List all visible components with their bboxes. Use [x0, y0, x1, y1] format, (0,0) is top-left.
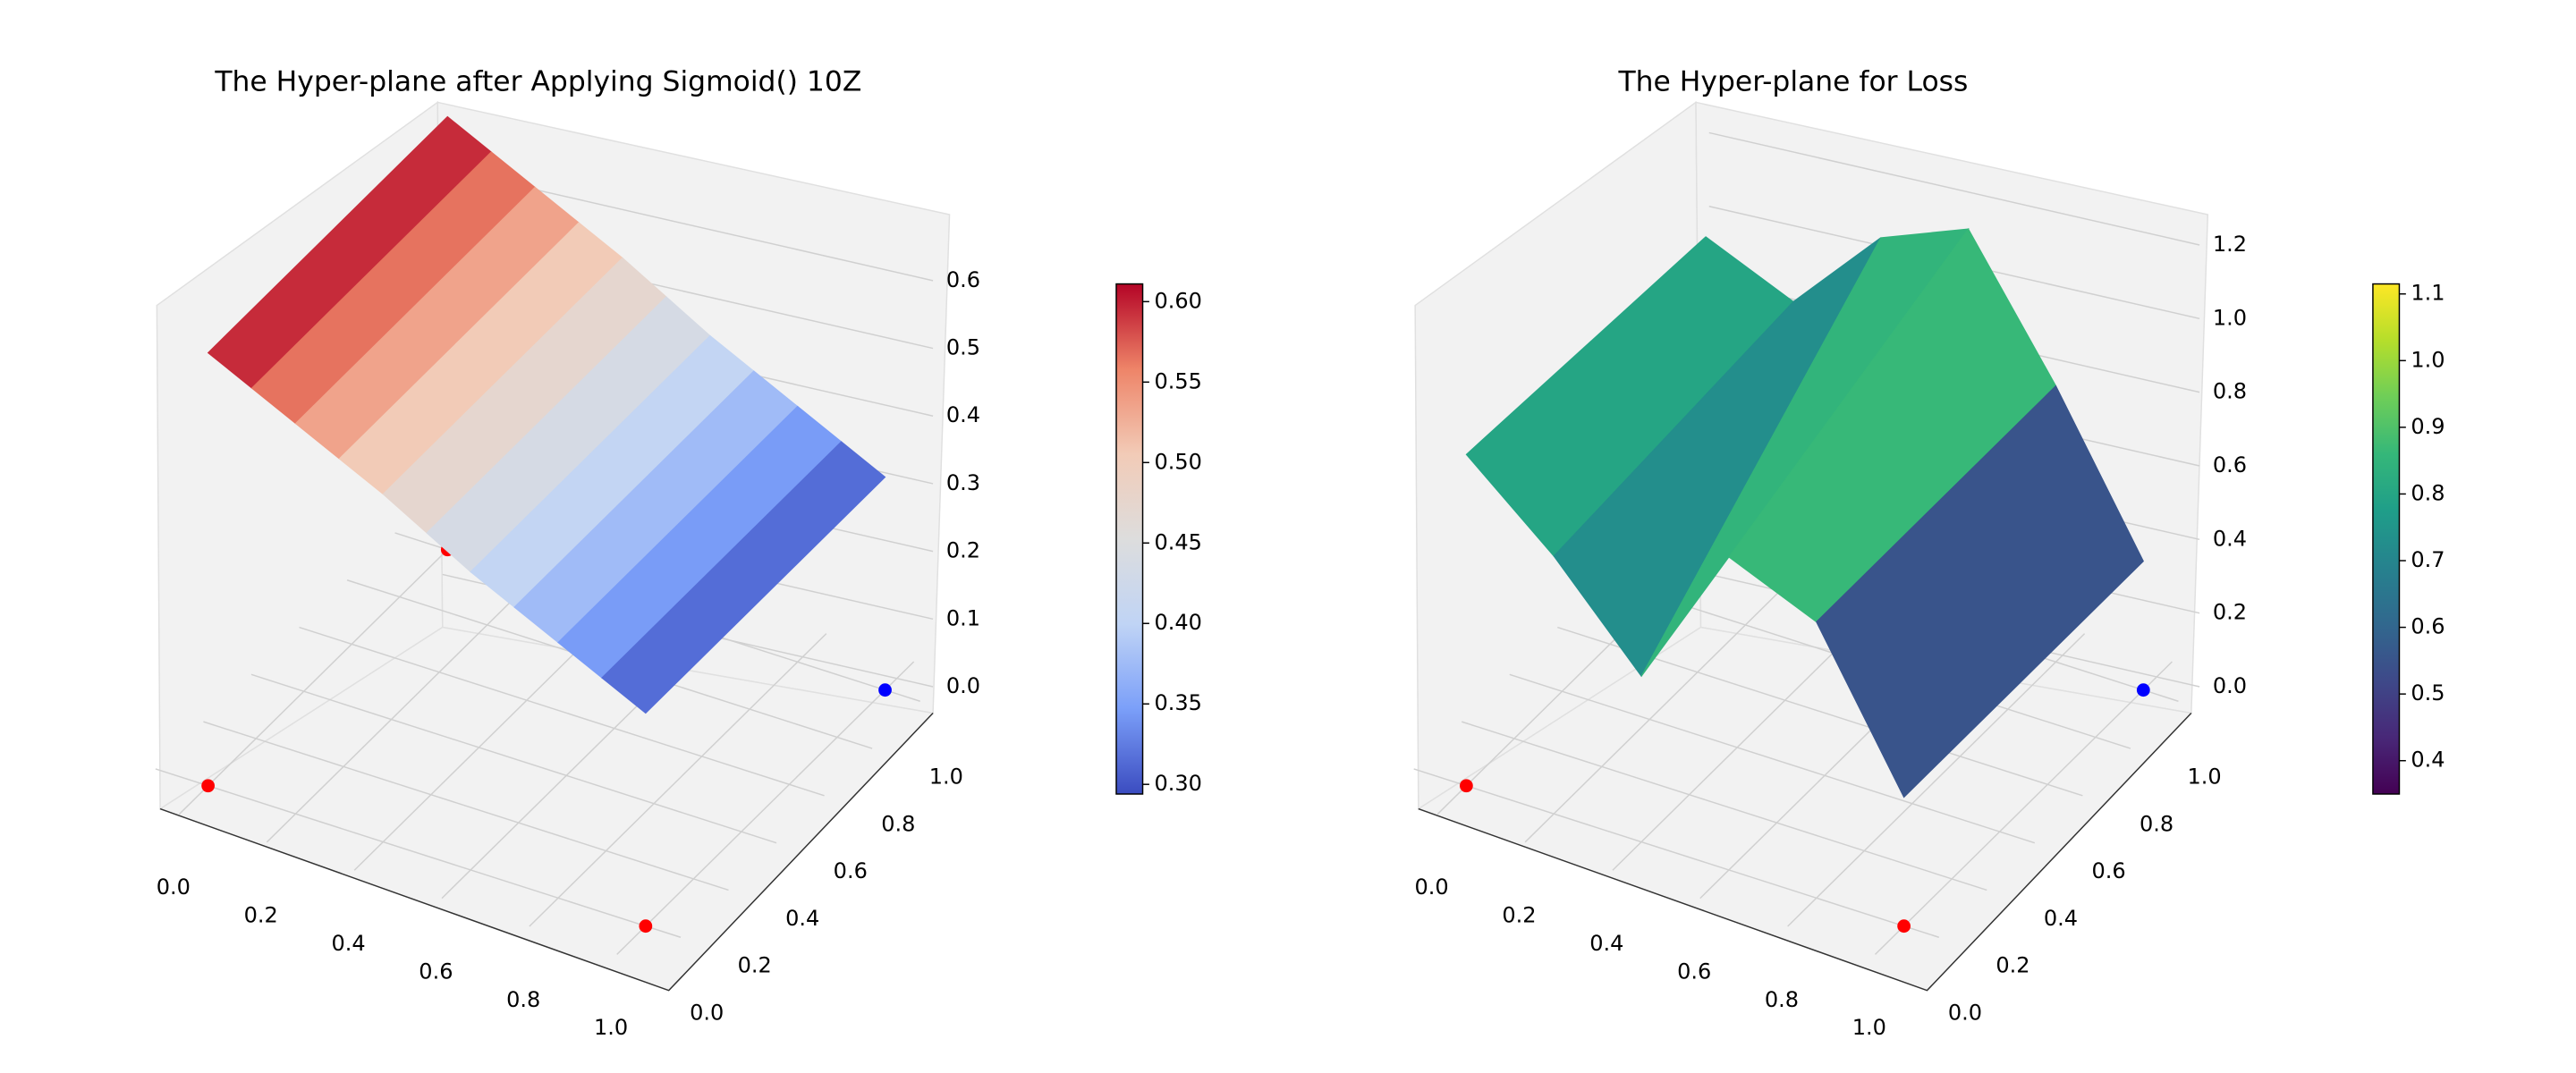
- grid-line: [529, 633, 827, 927]
- colorbar: [1115, 283, 1144, 795]
- panel: The Hyper-plane after Applying Sigmoid()…: [155, 65, 1202, 1040]
- z-tick-label: 0.1: [946, 605, 980, 630]
- scatter-point: [201, 779, 215, 793]
- y-tick-label: 0.0: [690, 1001, 724, 1026]
- colorbar-tick-label: 0.7: [2411, 547, 2445, 572]
- surface-face: [1816, 384, 2144, 798]
- scatter-point: [639, 919, 653, 934]
- y-tick-label: 0.8: [2140, 811, 2174, 836]
- y-tick-label: 0.0: [1948, 1001, 1982, 1026]
- grid-line: [299, 626, 825, 797]
- x-tick-label: 0.0: [157, 874, 191, 900]
- grid-line: [178, 520, 477, 815]
- x-tick-label: 0.2: [244, 903, 278, 928]
- x-tick-label: 0.8: [506, 987, 540, 1012]
- z-tick-label: 0.4: [946, 402, 980, 427]
- colorbar-tick-label: 0.35: [1154, 690, 1201, 715]
- z-tick-label: 1.0: [2213, 305, 2247, 330]
- z-tick-label: 0.0: [946, 673, 980, 698]
- colorbar-tick-label: 0.45: [1154, 529, 1201, 554]
- colorbar-tick-label: 0.40: [1154, 610, 1201, 635]
- y-tick-label: 0.8: [881, 811, 915, 836]
- x-tick-label: 1.0: [1852, 1015, 1886, 1040]
- z-tick-label: 0.3: [946, 470, 980, 495]
- z-tick-label: 0.2: [946, 538, 980, 563]
- grid-line: [1461, 721, 1987, 891]
- y-tick-label: 1.0: [929, 765, 963, 790]
- grid-line: [1413, 768, 1939, 938]
- scatter-point: [878, 683, 892, 697]
- y-tick-label: 0.6: [2091, 858, 2125, 883]
- y-tick-label: 1.0: [2188, 765, 2222, 790]
- colorbar-tick-label: 0.8: [2411, 480, 2445, 505]
- x-tick-label: 0.6: [1677, 959, 1711, 984]
- grid-line: [1708, 131, 2200, 246]
- grid-line: [1787, 633, 2086, 927]
- colorbar-tick-label: 0.55: [1154, 368, 1201, 393]
- z-tick-label: 0.4: [2213, 526, 2247, 551]
- colorbar-tick-label: 1.0: [2411, 347, 2445, 372]
- grid-line: [1524, 548, 1823, 843]
- scatter-point: [1460, 779, 1473, 793]
- z-tick-label: 1.2: [2213, 232, 2247, 257]
- colorbar-tick-label: 0.50: [1154, 449, 1201, 474]
- scatter-point: [1897, 919, 1911, 934]
- axis-line: [159, 713, 934, 992]
- y-tick-label: 0.2: [738, 953, 772, 978]
- x-tick-label: 0.4: [1589, 931, 1623, 956]
- chart-title: The Hyper-plane after Applying Sigmoid()…: [214, 65, 861, 97]
- y-tick-label: 0.4: [2044, 906, 2078, 931]
- grid-line: [155, 768, 682, 938]
- y-tick-label: 0.6: [834, 858, 868, 883]
- surface-face: [601, 441, 886, 714]
- colorbar-tick-label: 0.5: [2411, 680, 2445, 705]
- grid-line: [1874, 661, 2173, 955]
- x-tick-label: 0.6: [419, 959, 453, 984]
- z-tick-label: 0.5: [946, 335, 980, 360]
- scatter-point: [2136, 683, 2150, 697]
- colorbar-tick-label: 0.4: [2411, 748, 2445, 773]
- z-tick-label: 0.6: [2213, 452, 2247, 477]
- x-tick-label: 1.0: [594, 1015, 628, 1040]
- colorbar-tick-label: 0.6: [2411, 614, 2445, 639]
- x-tick-label: 0.4: [331, 931, 365, 956]
- y-tick-label: 0.2: [1996, 953, 2029, 978]
- x-tick-label: 0.2: [1502, 903, 1536, 928]
- panel: The Hyper-plane for Loss 0.0 0.2 0.4 0.6 0.8…: [1413, 65, 2445, 1040]
- y-tick-label: 0.4: [785, 906, 819, 931]
- colorbar-tick-label: 0.30: [1154, 771, 1201, 796]
- grid-line: [203, 721, 729, 891]
- chart-title: The Hyper-plane for Loss: [1617, 65, 1968, 97]
- colorbar-tick-label: 0.60: [1154, 288, 1201, 313]
- x-tick-label: 0.8: [1765, 987, 1799, 1012]
- x-tick-label: 0.0: [1415, 874, 1449, 900]
- z-tick-label: 0.6: [946, 267, 980, 292]
- grid-line: [250, 673, 777, 844]
- grid-line: [616, 661, 915, 955]
- z-tick-label: 0.0: [2213, 673, 2247, 698]
- colorbar: [2372, 283, 2401, 795]
- z-tick-label: 0.2: [2213, 600, 2247, 625]
- grid-line: [1509, 673, 2036, 844]
- axis-line: [1418, 713, 2192, 992]
- colorbar-tick-label: 0.9: [2411, 414, 2445, 439]
- colorbar-tick-label: 1.1: [2411, 281, 2445, 306]
- z-tick-label: 0.8: [2213, 379, 2247, 404]
